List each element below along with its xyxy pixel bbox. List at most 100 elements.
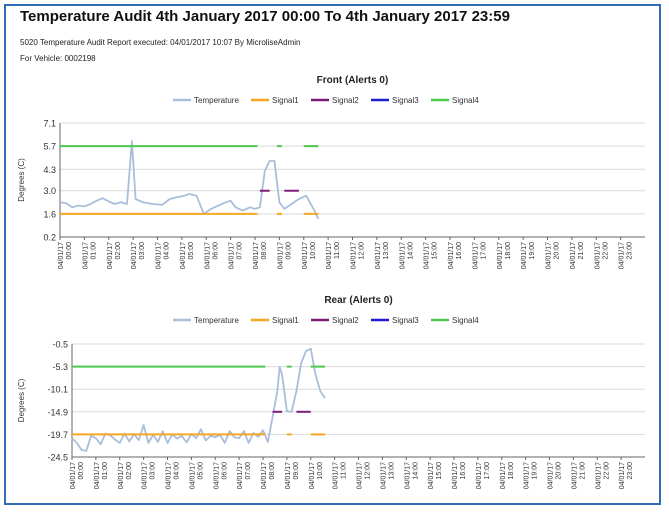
chart2-xtick-label-time: 13:00	[388, 462, 395, 480]
chart1-xtick-label-date: 04/01/17	[472, 242, 479, 269]
chart1-xtick-label-date: 04/01/17	[546, 242, 553, 269]
chart1-xtick-label-time: 03:00	[139, 242, 146, 260]
chart1-xtick-label-date: 04/01/17	[326, 242, 333, 269]
chart1-xtick-label-time: 13:00	[383, 242, 390, 260]
chart2-xtick-label-time: 10:00	[317, 462, 324, 480]
chart2-xtick-label-time: 14:00	[412, 462, 419, 480]
chart2-xtick-label-time: 23:00	[627, 462, 634, 480]
chart1-temperature-line	[59, 140, 320, 220]
chart2-xtick-label-date: 04/01/17	[261, 462, 268, 489]
chart1-xtick-label-time: 20:00	[554, 242, 561, 260]
chart2-ytick-label: -14.9	[47, 407, 68, 417]
chart1-xtick-label-time: 00:00	[66, 242, 73, 260]
chart2-xtick-label-date: 04/01/17	[333, 462, 340, 489]
chart2-xtick-label-time: 19:00	[532, 462, 539, 480]
chart1-xtick-label-time: 11:00	[334, 242, 341, 259]
chart1-xtick-label-time: 19:00	[529, 242, 536, 260]
chart1-legend-label-signal2: Signal2	[332, 96, 359, 105]
chart2-xtick-label-time: 12:00	[365, 462, 372, 480]
chart2-legend-label-signal2: Signal2	[332, 316, 359, 325]
chart2-xtick-label-time: 20:00	[556, 462, 563, 480]
chart2-xtick-label-date: 04/01/17	[548, 462, 555, 489]
chart2-ytick-label: -10.1	[47, 385, 68, 395]
chart2-xtick-label-date: 04/01/17	[476, 462, 483, 489]
chart1-ytick-label: 5.7	[43, 142, 56, 152]
chart2-xtick-label-time: 22:00	[603, 462, 610, 480]
chart1-xtick-label-time: 14:00	[407, 242, 414, 260]
chart1-xtick-label-date: 04/01/17	[302, 242, 309, 269]
chart2-xtick-label-time: 00:00	[78, 462, 85, 480]
chart1-legend-label-signal3: Signal3	[392, 96, 419, 105]
chart2-xtick-label-time: 05:00	[197, 462, 204, 480]
chart1-xtick-label-date: 04/01/17	[375, 242, 382, 269]
chart1-xtick-label-date: 04/01/17	[351, 242, 358, 269]
chart2-xtick-label-date: 04/01/17	[500, 462, 507, 489]
chart2-xtick-label-time: 09:00	[293, 462, 300, 480]
chart1-xtick-label-date: 04/01/17	[424, 242, 431, 269]
chart1-xtick-label-date: 04/01/17	[180, 242, 187, 269]
chart1-xtick-label-date: 04/01/17	[497, 242, 504, 269]
chart1-title: Front (Alerts 0)	[317, 75, 389, 86]
chart2-xtick-label-time: 02:00	[126, 462, 133, 480]
chart2-xtick-label-time: 08:00	[269, 462, 276, 480]
chart2-ytick-label: -0.5	[52, 340, 68, 350]
chart1-xtick-label-date: 04/01/17	[399, 242, 406, 269]
chart2-temperature-line	[71, 347, 326, 452]
chart1-xtick-label-date: 04/01/17	[107, 242, 114, 269]
chart1-ytick-label: 1.6	[43, 209, 56, 219]
chart1-xtick-label-time: 22:00	[602, 242, 609, 260]
report-executed-line: 5020 Temperature Audit Report executed: …	[20, 38, 301, 47]
chart2-xtick-label-date: 04/01/17	[118, 462, 125, 489]
chart2-xtick-label-date: 04/01/17	[285, 462, 292, 489]
chart2-xtick-label-time: 16:00	[460, 462, 467, 480]
chart1-legend-label-signal4: Signal4	[452, 96, 479, 105]
chart2-xtick-label-date: 04/01/17	[70, 462, 77, 489]
chart2-xtick-label-time: 03:00	[150, 462, 157, 480]
chart2-xtick-label-time: 17:00	[484, 462, 491, 480]
chart1-xtick-label-date: 04/01/17	[448, 242, 455, 269]
chart1-xtick-label-date: 04/01/17	[131, 242, 138, 269]
chart1-xtick-label-time: 06:00	[212, 242, 219, 260]
chart1-xtick-label-time: 07:00	[237, 242, 244, 260]
chart2-xtick-label-date: 04/01/17	[404, 462, 411, 489]
chart1-xtick-label-time: 21:00	[578, 242, 585, 260]
chart2-legend-label-signal3: Signal3	[392, 316, 419, 325]
chart1-xtick-label-date: 04/01/17	[156, 242, 163, 269]
chart1-xtick-label-date: 04/01/17	[229, 242, 236, 269]
chart2-xtick-label-date: 04/01/17	[94, 462, 101, 489]
chart1-xtick-label-time: 02:00	[115, 242, 122, 260]
chart2-xtick-label-date: 04/01/17	[142, 462, 149, 489]
chart2-ytick-label: -24.5	[47, 453, 68, 463]
chart1-xtick-label-date: 04/01/17	[277, 242, 284, 269]
chart1-xtick-label-date: 04/01/17	[570, 242, 577, 269]
chart2-ytick-label: -19.7	[47, 430, 68, 440]
chart2-xtick-label-date: 04/01/17	[595, 462, 602, 489]
chart1-xtick-label-date: 04/01/17	[253, 242, 260, 269]
chart2-xtick-label-date: 04/01/17	[619, 462, 626, 489]
chart1-xtick-label-date: 04/01/17	[594, 242, 601, 269]
chart1-legend-label-temperature: Temperature	[194, 96, 239, 105]
chart2-xtick-label-time: 18:00	[508, 462, 515, 480]
chart1-xtick-label-time: 12:00	[359, 242, 366, 260]
chart2-legend-label-signal1: Signal1	[272, 316, 299, 325]
chart1-xtick-label-time: 17:00	[480, 242, 487, 260]
chart1-xtick-label-time: 04:00	[164, 242, 171, 260]
chart2-xtick-label-date: 04/01/17	[213, 462, 220, 489]
chart2-xtick-label-time: 01:00	[102, 462, 109, 480]
chart1-ytick-label: 0.2	[43, 233, 56, 243]
chart1-xtick-label-time: 09:00	[285, 242, 292, 260]
chart1-xtick-label-time: 16:00	[456, 242, 463, 260]
chart1-legend-label-signal1: Signal1	[272, 96, 299, 105]
chart2-xtick-label-time: 11:00	[341, 462, 348, 479]
chart2-xtick-label-date: 04/01/17	[357, 462, 364, 489]
chart2-xtick-label-date: 04/01/17	[428, 462, 435, 489]
chart2-title: Rear (Alerts 0)	[324, 295, 392, 306]
chart1-xtick-label-time: 18:00	[505, 242, 512, 260]
chart2-xtick-label-date: 04/01/17	[571, 462, 578, 489]
chart1-xtick-label-time: 15:00	[432, 242, 439, 260]
chart2-xtick-label-date: 04/01/17	[309, 462, 316, 489]
chart2-xtick-label-date: 04/01/17	[166, 462, 173, 489]
chart2-ylabel: Degrees (C)	[17, 378, 26, 422]
chart2-xtick-label-time: 21:00	[579, 462, 586, 480]
